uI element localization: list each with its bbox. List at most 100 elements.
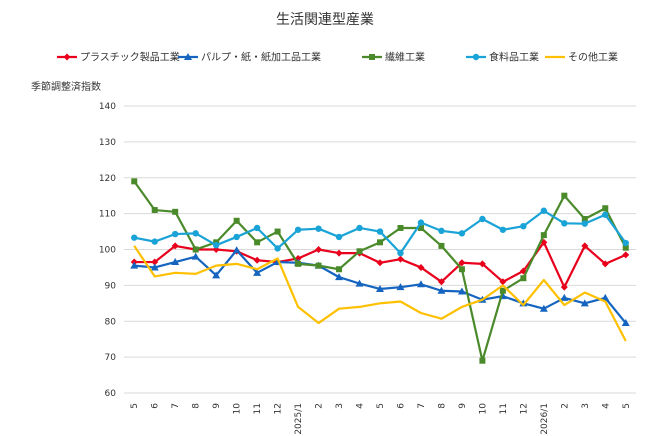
data-point [458, 259, 466, 267]
series-2 [130, 246, 630, 327]
data-point [315, 225, 322, 232]
data-point [376, 284, 384, 292]
data-point [622, 251, 630, 259]
x-tick-label: 8 [437, 403, 447, 409]
data-point [479, 357, 486, 364]
x-tick-label: 5 [130, 403, 140, 409]
data-point [172, 208, 179, 215]
data-point [131, 234, 138, 241]
x-tick-label: 10 [478, 403, 488, 415]
data-point [254, 239, 261, 246]
x-tick-label: 3 [335, 403, 345, 409]
x-tick-label: 3 [581, 403, 591, 409]
series-group [130, 178, 630, 364]
legend-label: 食料品工業 [489, 51, 539, 64]
x-tick-label: 5 [622, 403, 632, 409]
y-tick-label: 80 [105, 317, 117, 327]
data-point [355, 279, 364, 287]
data-point [479, 215, 486, 223]
data-point [274, 245, 281, 252]
data-point [457, 287, 466, 295]
data-point [539, 304, 548, 312]
x-tick-label: 6 [151, 403, 161, 409]
data-point [184, 53, 192, 60]
data-point [131, 178, 138, 185]
data-point [274, 228, 281, 235]
data-point [150, 263, 159, 271]
y-tick-label: 60 [105, 389, 117, 399]
data-point [63, 53, 71, 61]
data-point [622, 244, 629, 251]
x-tick-label: 4 [601, 403, 611, 409]
x-tick-label: 12 [274, 403, 284, 414]
x-tick-label: 12 [519, 403, 529, 414]
data-point [356, 224, 363, 232]
data-point [601, 293, 610, 301]
data-point [396, 255, 404, 263]
x-tick-label: 7 [171, 403, 181, 409]
x-tick-label: 2 [315, 403, 325, 409]
legend-item: プラスチック製品工業 [57, 51, 180, 64]
y-tick-label: 70 [105, 353, 117, 363]
data-point [397, 224, 404, 231]
data-point [560, 293, 569, 301]
x-tick-label: 7 [417, 403, 427, 409]
data-point [540, 232, 547, 239]
data-point [438, 242, 445, 249]
x-tick-label: 9 [212, 403, 222, 409]
data-point [233, 217, 240, 224]
x-tick-label: 9 [458, 403, 468, 409]
data-point [417, 224, 424, 231]
data-point [212, 241, 220, 249]
legend-label: パルプ・紙・紙加工品工業 [201, 51, 321, 64]
data-point [417, 219, 425, 226]
legend-label: 繊維工業 [385, 51, 425, 64]
data-point [376, 259, 384, 267]
data-point [622, 239, 629, 247]
data-point [458, 230, 466, 237]
data-point [472, 53, 480, 61]
data-point [621, 319, 630, 327]
x-tick-labels: 5 6 7 8 9 10 11 12 2025/1 2 3 4 5 6 7 8 9 10 11 12 2026/1 2 3 4… [130, 403, 632, 435]
x-tick-label: 5 [376, 403, 386, 409]
data-point [581, 220, 588, 227]
data-point [520, 275, 527, 282]
data-point [437, 278, 445, 286]
data-point [540, 207, 548, 214]
legend-item: 食料品工業 [466, 51, 539, 64]
series-5 [133, 245, 627, 342]
legend-label: プラスチック製品工業 [80, 51, 180, 64]
data-point [580, 299, 589, 307]
x-tick-label: 2 [560, 403, 570, 409]
data-point [376, 228, 384, 235]
data-point [192, 230, 199, 237]
x-tick-label: 4 [356, 403, 366, 409]
data-point [499, 226, 507, 233]
data-point [336, 266, 343, 273]
legend-item: パルプ・紙・紙加工品工業 [178, 51, 321, 64]
x-tick-label: 11 [499, 403, 509, 414]
data-point [416, 280, 425, 288]
series-line [133, 245, 627, 342]
data-point [396, 283, 405, 291]
y-tick-label: 130 [99, 138, 116, 148]
series-4 [131, 207, 629, 257]
data-point [335, 249, 343, 257]
data-point [253, 224, 261, 232]
data-point [561, 192, 568, 199]
data-point [499, 278, 507, 286]
y-tick-label: 90 [105, 281, 117, 291]
data-point [561, 220, 568, 227]
data-point [356, 248, 363, 255]
data-point [192, 246, 199, 253]
data-point [335, 233, 343, 241]
data-point [438, 227, 445, 235]
data-point [581, 242, 589, 250]
data-point [478, 260, 486, 268]
data-point [151, 207, 158, 214]
data-point [151, 238, 158, 245]
data-point [295, 260, 302, 267]
data-point [171, 258, 180, 266]
y-tick-label: 100 [99, 246, 116, 256]
data-point [602, 205, 609, 212]
